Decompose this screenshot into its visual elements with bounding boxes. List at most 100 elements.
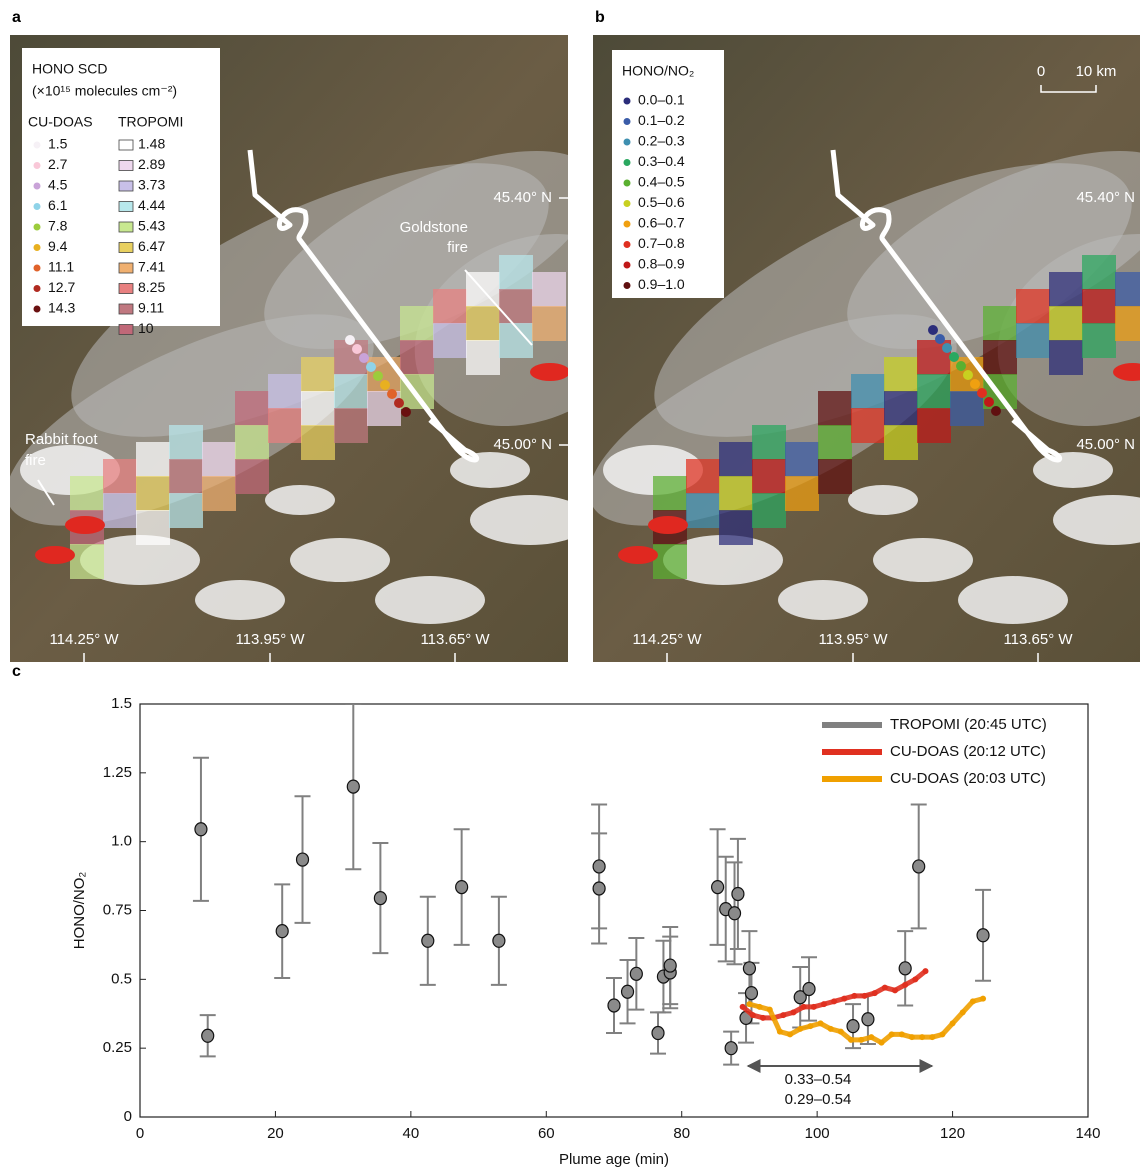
plume-pixel	[818, 391, 852, 426]
data-point	[620, 984, 635, 999]
plume-pixel	[950, 391, 984, 426]
cloud	[778, 580, 868, 620]
legend-marker	[33, 141, 41, 149]
legend-label: 2.89	[138, 156, 165, 172]
plume-pixel	[301, 391, 335, 426]
plume-pixel	[334, 374, 368, 409]
plume-pixel	[433, 289, 467, 324]
data-point	[592, 881, 606, 896]
cloud	[958, 576, 1068, 624]
plume-pixel	[719, 476, 753, 511]
annotation: 0.29–0.54	[785, 1091, 852, 1108]
data-point	[912, 976, 919, 983]
data-point	[817, 1020, 824, 1027]
data-point	[724, 1041, 738, 1056]
legend-box	[612, 50, 724, 298]
plume-pixel	[169, 493, 203, 528]
data-point	[800, 1003, 807, 1010]
data-point	[898, 1031, 905, 1038]
cu-doas-dot	[380, 380, 390, 390]
ratio-dot	[942, 343, 952, 353]
lon-label: 113.95° W	[235, 631, 305, 648]
fire	[65, 516, 105, 534]
cu-doas-dot	[345, 335, 355, 345]
cu-doas-dot	[352, 344, 362, 354]
ratio-dot	[984, 397, 994, 407]
cloud	[663, 535, 783, 585]
data-point	[744, 985, 759, 1001]
legend-label: 0.9–1.0	[638, 276, 685, 292]
flight-track	[830, 149, 1063, 463]
flight-track	[247, 149, 480, 463]
legend-label: 11.1	[48, 259, 74, 275]
legend-marker	[118, 221, 134, 233]
legend-marker	[623, 97, 631, 105]
legend-marker	[33, 182, 41, 190]
legend-marker	[623, 159, 631, 166]
data-point	[846, 1019, 860, 1034]
data-point	[592, 859, 606, 874]
data-point	[841, 995, 848, 1002]
plume-pixel	[70, 544, 104, 579]
cloud	[290, 538, 390, 582]
legend-label: 5.43	[138, 218, 165, 234]
data-point	[969, 998, 976, 1005]
data-point	[739, 1003, 746, 1010]
data-point	[912, 859, 926, 874]
plume-pixel	[653, 476, 687, 511]
plume-pixel	[532, 272, 566, 307]
plume-pixel	[136, 442, 170, 477]
cloud	[265, 485, 335, 515]
plume-pixel	[1016, 323, 1050, 358]
data-point	[797, 1025, 804, 1032]
data-point	[898, 961, 912, 976]
cloud	[375, 576, 485, 624]
cu-doas-dot	[373, 371, 383, 381]
legend-label: 9.4	[48, 238, 68, 254]
fire-label: Rabbit foot	[25, 431, 98, 448]
data-point	[742, 961, 757, 976]
ratio-dot	[991, 406, 1001, 416]
data-point	[295, 852, 310, 867]
plume-pixel	[719, 510, 753, 545]
plume-pixel	[103, 459, 137, 494]
fire-label: Goldstone	[400, 219, 468, 236]
plume-pixel	[301, 357, 335, 392]
legend-title: HONO/NO₂	[622, 63, 694, 79]
legend-marker	[118, 324, 134, 335]
data-point	[492, 933, 506, 948]
ratio-dot	[928, 325, 938, 335]
legend-marker	[118, 160, 134, 171]
data-point	[746, 1001, 753, 1008]
plume-pixel	[884, 357, 918, 392]
legend-header: TROPOMI	[118, 114, 183, 130]
legend-label: TROPOMI (20:45 UTC)	[890, 716, 1047, 733]
panel-label: c	[12, 663, 21, 680]
y-tick-label: 1.5	[111, 695, 132, 712]
scale-bar	[1040, 85, 1097, 93]
plume-pixel	[136, 476, 170, 511]
plume-pixel	[136, 510, 170, 545]
plot-area	[192, 704, 992, 1066]
lon-label: 113.65° W	[420, 631, 490, 648]
legend-marker	[118, 201, 134, 212]
data-point	[711, 879, 725, 895]
cloud	[195, 580, 285, 620]
plume-pixel	[235, 425, 269, 460]
data-point	[908, 1034, 915, 1041]
cu-doas-dot	[359, 353, 369, 363]
cu-doas-dot	[401, 407, 411, 417]
plume-pixel	[785, 442, 819, 477]
fire-label: fire	[25, 452, 46, 469]
data-point	[766, 1006, 773, 1013]
plume-pixel	[301, 425, 335, 460]
cloud	[848, 485, 918, 515]
legend-marker	[33, 244, 41, 251]
cloud	[80, 535, 200, 585]
ratio-dot	[977, 388, 987, 398]
y-tick-label: 0.5	[111, 970, 132, 987]
legend-label: 8.25	[138, 279, 165, 295]
data-point	[871, 990, 878, 997]
x-tick-label: 120	[940, 1125, 965, 1142]
